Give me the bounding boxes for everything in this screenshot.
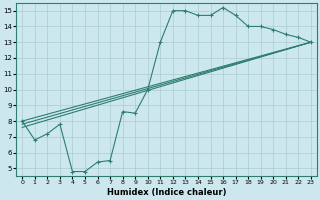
- X-axis label: Humidex (Indice chaleur): Humidex (Indice chaleur): [107, 188, 226, 197]
